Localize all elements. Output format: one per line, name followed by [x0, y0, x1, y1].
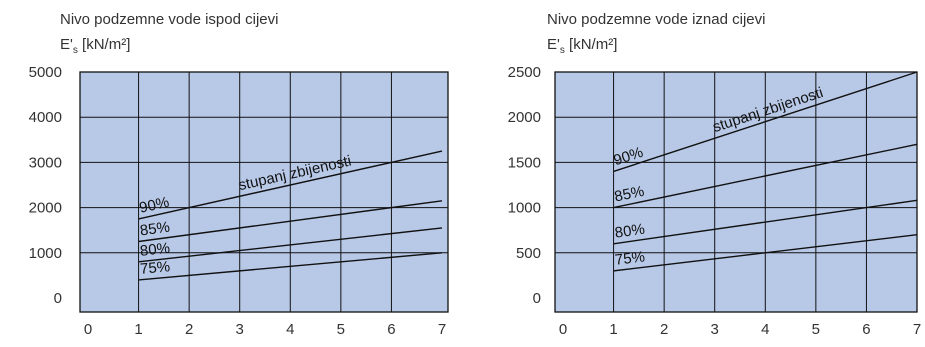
curve-line-85pct	[613, 143, 918, 209]
y-tick-labels: 0 500 1000 1500 2000 2500	[508, 64, 541, 307]
curve-line-80pct	[138, 227, 443, 263]
y-tick-label: 4000	[29, 109, 62, 126]
x-tick-label: 0	[84, 321, 92, 338]
curve-line-80pct	[613, 199, 918, 245]
plot-area	[555, 72, 917, 312]
y-tick-label: 3000	[29, 154, 62, 171]
x-tick-labels: 0 1 2 3 4 5 6 7	[84, 321, 446, 338]
x-tick-label: 5	[812, 321, 820, 338]
x-tick-labels: 0 1 2 3 4 5 6 7	[559, 321, 921, 338]
curve-label: 75%	[139, 258, 170, 278]
plot-border	[79, 71, 449, 313]
curve-line-90pct	[138, 150, 443, 220]
x-tick-label: 2	[185, 321, 193, 338]
y-tick-label: 2000	[29, 200, 62, 217]
x-tick-label: 7	[913, 321, 921, 338]
y-tick-label: 2500	[508, 64, 541, 81]
chart-groundwater-above-pipe: Nivo podzemne vode iznad cijevi E's [kN/…	[508, 11, 922, 338]
y-tick-label: 1500	[508, 154, 541, 171]
x-tick-label: 3	[236, 321, 244, 338]
y-tick-label: 500	[516, 245, 541, 262]
y-tick-label: 2000	[508, 109, 541, 126]
x-tick-label: 6	[862, 321, 870, 338]
x-tick-label: 7	[438, 321, 446, 338]
curve-label: 80%	[614, 221, 646, 242]
x-tick-label: 6	[387, 321, 395, 338]
y-axis-label: E's [kN/m²]	[60, 36, 130, 56]
chart-groundwater-below-pipe: Nivo podzemne vode ispod cijevi E's [kN/…	[29, 11, 449, 338]
y-tick-label: 5000	[29, 64, 62, 81]
x-tick-label: 1	[134, 321, 142, 338]
chart-title: Nivo podzemne vode iznad cijevi	[547, 11, 765, 28]
x-tick-label: 4	[286, 321, 294, 338]
x-tick-label: 1	[609, 321, 617, 338]
grid-lines	[80, 72, 448, 312]
y-tick-label: 0	[533, 290, 541, 307]
plot-area	[80, 72, 448, 312]
curve-label: 90%	[138, 194, 171, 217]
y-axis-label: E's [kN/m²]	[547, 36, 617, 56]
curve-line-75pct	[613, 234, 918, 272]
y-tick-label: 1000	[29, 245, 62, 262]
x-tick-label: 0	[559, 321, 567, 338]
curve-label: 75%	[614, 248, 646, 268]
curve-line-90pct	[613, 71, 918, 173]
x-tick-label: 3	[711, 321, 719, 338]
curve-label: 85%	[139, 219, 171, 240]
x-tick-label: 5	[337, 321, 345, 338]
y-tick-label: 1000	[508, 200, 541, 217]
y-tick-label: 0	[54, 290, 62, 307]
curve-line-85pct	[138, 200, 443, 243]
plot-border	[554, 71, 918, 313]
curve-line-75pct	[138, 252, 443, 281]
y-tick-labels: 0 1000 2000 3000 4000 5000	[29, 64, 62, 307]
x-tick-label: 4	[761, 321, 769, 338]
curve-label: 80%	[139, 240, 171, 260]
x-tick-label: 2	[660, 321, 668, 338]
curve-label: 85%	[613, 183, 646, 206]
chart-title: Nivo podzemne vode ispod cijevi	[60, 11, 278, 28]
